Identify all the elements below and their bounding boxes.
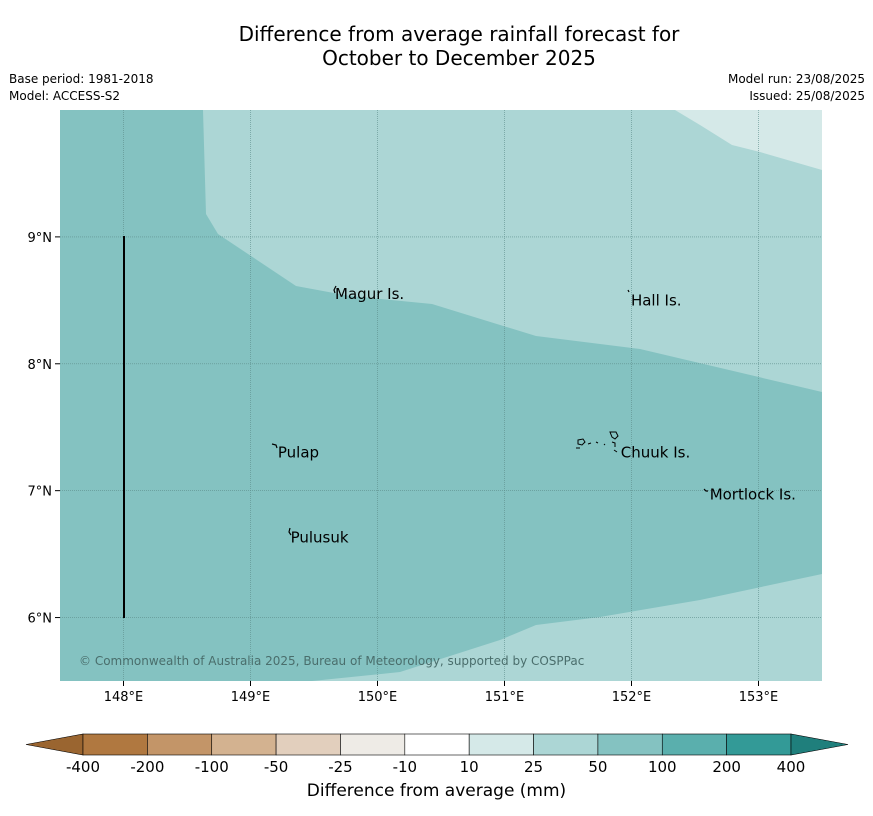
place-label: Magur Is. xyxy=(335,285,404,303)
island-magur xyxy=(333,285,337,294)
colorbar-tick-label: -10 xyxy=(393,758,418,776)
colorbar-tick-labels: -400 -200 -100 -50 -25 -10 10 25 50 100 200 400 xyxy=(66,758,805,776)
island-mortlock xyxy=(703,488,708,492)
colorbar-segment xyxy=(275,733,341,756)
colorbar-tick-label: -50 xyxy=(264,758,289,776)
x-tick-label: 152°E xyxy=(612,690,652,705)
region-25-50-north xyxy=(203,110,822,392)
colorbar-segment xyxy=(211,733,277,756)
colorbar-tick-label: 50 xyxy=(588,758,607,776)
colorbar-tick-label: 100 xyxy=(648,758,677,776)
colorbar-tick-label: 10 xyxy=(460,758,479,776)
y-tick-label: 6°N xyxy=(28,612,53,627)
gridlines xyxy=(60,110,822,681)
region-10-25-northeast xyxy=(675,110,822,170)
meta-left: Base period: 1981-2018 Model: ACCESS-S2 xyxy=(9,71,154,105)
colorbar-segment xyxy=(340,733,406,756)
base-period: Base period: 1981-2018 xyxy=(9,72,154,86)
meta-right: Model run: 23/08/2025 Issued: 25/08/2025 xyxy=(728,71,865,105)
y-axis-ticks: 9°N 8°N 7°N 6°N xyxy=(28,231,60,627)
colorbar-segment xyxy=(468,733,534,756)
place-label: Chuuk Is. xyxy=(621,444,690,462)
map-title: Difference from average rainfall forecas… xyxy=(0,22,873,70)
colorbar-tick-label: -400 xyxy=(66,758,100,776)
x-tick-label: 149°E xyxy=(231,690,271,705)
x-tick-label: 148°E xyxy=(104,690,144,705)
colorbar-segment xyxy=(147,733,213,756)
colorbar-segment xyxy=(533,733,599,756)
y-tick-label: 8°N xyxy=(28,358,53,373)
island-pulap xyxy=(271,443,278,449)
colorbar-segment xyxy=(82,733,148,756)
colorbar-extend-high xyxy=(790,733,849,756)
place-label: Hall Is. xyxy=(631,291,682,309)
place-labels: Magur Is. Hall Is. Pulap Chuuk Is. Mortlock … xyxy=(278,285,796,547)
colorbar-title: Difference from average (mm) xyxy=(306,781,567,801)
place-label: Pulusuk xyxy=(291,529,349,547)
colorbar-tick-label: -100 xyxy=(195,758,229,776)
issued-date: Issued: 25/08/2025 xyxy=(749,89,865,103)
colorbar-extend-low xyxy=(25,733,84,756)
model-run: Model run: 23/08/2025 xyxy=(727,72,865,86)
colorbar-tick-label: 200 xyxy=(712,758,741,776)
x-tick-label: 150°E xyxy=(358,690,398,705)
colorbar-segment xyxy=(597,733,663,756)
island-chuuk-lagoon xyxy=(576,431,619,453)
colorbar xyxy=(25,733,849,756)
model-name: Model: ACCESS-S2 xyxy=(9,89,121,103)
copyright-text: © Commonwealth of Australia 2025, Bureau… xyxy=(79,654,584,668)
x-tick-label: 151°E xyxy=(485,690,525,705)
colorbar-tick-label: -200 xyxy=(130,758,164,776)
colorbar-segment xyxy=(661,733,727,756)
x-tick-label: 153°E xyxy=(739,690,779,705)
y-tick-label: 7°N xyxy=(28,485,53,500)
island-outlines xyxy=(271,285,708,536)
x-axis-ticks: 148°E 149°E 150°E 151°E 152°E 153°E xyxy=(104,681,779,705)
island-pulusuk xyxy=(288,527,292,536)
title-line-2: October to December 2025 xyxy=(322,46,596,70)
place-label: Mortlock Is. xyxy=(710,485,796,503)
colorbar-segment xyxy=(726,733,792,756)
colorbar-tick-label: 25 xyxy=(524,758,543,776)
region-25-50-south xyxy=(312,574,822,681)
colorbar-tick-label: -25 xyxy=(328,758,353,776)
colorbar-segment xyxy=(404,733,470,756)
island-hall xyxy=(627,289,630,293)
title-line-1: Difference from average rainfall forecas… xyxy=(238,22,680,46)
map-plot: Magur Is. Hall Is. Pulap Chuuk Is. Mortlock … xyxy=(60,110,822,681)
place-label: Pulap xyxy=(278,444,319,462)
colorbar-tick-label: 400 xyxy=(777,758,806,776)
y-tick-label: 9°N xyxy=(28,231,53,246)
